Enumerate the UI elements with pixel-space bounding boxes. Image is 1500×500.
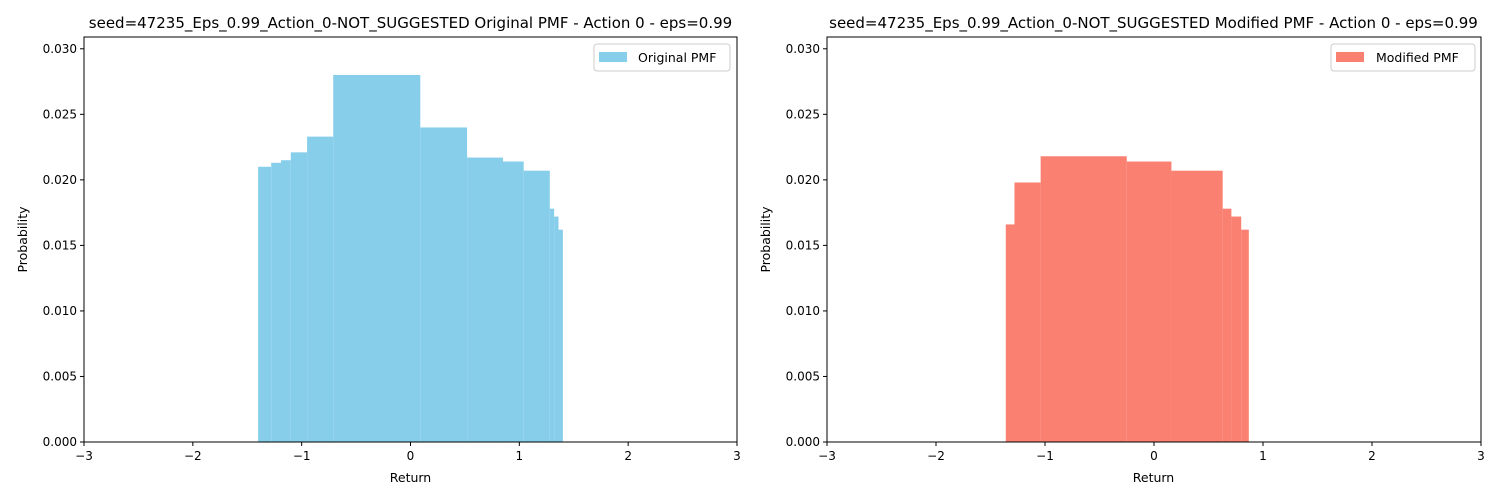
x-tick-label: −3 bbox=[75, 449, 93, 463]
bar-12 bbox=[558, 229, 563, 442]
legend-swatch bbox=[599, 52, 627, 62]
x-tick-label: 3 bbox=[733, 449, 741, 463]
y-tick-label: 0.000 bbox=[43, 435, 77, 449]
x-tick-label: −2 bbox=[184, 449, 202, 463]
bar-6 bbox=[420, 127, 468, 442]
chart-original: seed=47235_Eps_0.99_Action_0-NOT_SUGGEST… bbox=[15, 14, 741, 485]
x-tick-label: 1 bbox=[516, 449, 524, 463]
y-tick-label: 0.005 bbox=[43, 369, 77, 383]
bar-2 bbox=[280, 160, 291, 442]
bar-5 bbox=[333, 75, 421, 443]
y-tick-label: 0.015 bbox=[43, 238, 77, 252]
legend-box bbox=[593, 43, 731, 72]
x-tick-label: 2 bbox=[624, 449, 632, 463]
y-axis-ticks: 0.000 0.005 0.010 0.015 0.020 0.025 0.030 bbox=[43, 42, 84, 449]
x-axis-ticks: −3 −2 −1 0 1 2 3 bbox=[75, 442, 741, 463]
bar-1 bbox=[271, 162, 281, 442]
bar-0 bbox=[258, 166, 272, 443]
bar-9 bbox=[523, 170, 550, 442]
bar-6 bbox=[1231, 216, 1242, 442]
bar-2 bbox=[1040, 156, 1127, 442]
x-axis-label: Return bbox=[1133, 470, 1174, 485]
bar-7 bbox=[1241, 229, 1249, 442]
chart-title: seed=47235_Eps_0.99_Action_0-NOT_SUGGEST… bbox=[89, 14, 732, 33]
bars bbox=[1005, 156, 1249, 442]
y-tick-label: 0.025 bbox=[786, 107, 820, 121]
y-axis-label: Probability bbox=[758, 206, 773, 273]
x-axis-ticks: −3 −2 −1 0 1 2 3 bbox=[818, 442, 1485, 463]
y-axis-ticks: 0.000 0.005 0.010 0.015 0.020 0.025 0.030 bbox=[786, 42, 827, 449]
x-tick-label: 0 bbox=[407, 449, 415, 463]
bar-4 bbox=[307, 136, 334, 443]
bar-10 bbox=[549, 208, 555, 442]
bar-11 bbox=[554, 216, 559, 442]
y-tick-label: 0.015 bbox=[786, 238, 820, 252]
legend: Original PMF bbox=[593, 43, 731, 72]
x-tick-label: −1 bbox=[293, 449, 311, 463]
y-tick-label: 0.010 bbox=[786, 304, 820, 318]
legend-box bbox=[1330, 43, 1476, 72]
chart-title: seed=47235_Eps_0.99_Action_0-NOT_SUGGEST… bbox=[829, 14, 1478, 33]
x-tick-label: 2 bbox=[1368, 449, 1376, 463]
x-tick-label: −1 bbox=[1036, 449, 1054, 463]
y-tick-label: 0.030 bbox=[786, 42, 820, 56]
y-tick-label: 0.025 bbox=[43, 107, 77, 121]
y-tick-label: 0.005 bbox=[786, 369, 820, 383]
bar-3 bbox=[1126, 161, 1172, 442]
x-tick-label: −2 bbox=[927, 449, 945, 463]
bar-5 bbox=[1222, 208, 1232, 442]
y-tick-label: 0.010 bbox=[43, 304, 77, 318]
y-tick-label: 0.030 bbox=[43, 42, 77, 56]
y-tick-label: 0.020 bbox=[786, 173, 820, 187]
x-tick-label: 3 bbox=[1477, 449, 1485, 463]
bars bbox=[258, 75, 563, 443]
y-tick-label: 0.020 bbox=[43, 173, 77, 187]
x-axis-label: Return bbox=[390, 470, 431, 485]
legend-label: Modified PMF bbox=[1376, 50, 1459, 65]
y-tick-label: 0.000 bbox=[786, 435, 820, 449]
x-tick-label: 0 bbox=[1150, 449, 1158, 463]
chart-modified: seed=47235_Eps_0.99_Action_0-NOT_SUGGEST… bbox=[758, 14, 1485, 485]
bar-8 bbox=[503, 161, 524, 442]
y-axis-label: Probability bbox=[15, 206, 30, 273]
x-tick-label: 1 bbox=[1259, 449, 1267, 463]
bar-4 bbox=[1171, 170, 1223, 442]
bar-1 bbox=[1014, 182, 1041, 442]
x-tick-label: −3 bbox=[818, 449, 836, 463]
legend-label: Original PMF bbox=[638, 50, 716, 65]
bar-3 bbox=[290, 152, 308, 442]
legend-swatch bbox=[1336, 52, 1364, 62]
bar-7 bbox=[467, 157, 504, 442]
bar-0 bbox=[1005, 224, 1015, 442]
legend: Modified PMF bbox=[1330, 43, 1476, 72]
